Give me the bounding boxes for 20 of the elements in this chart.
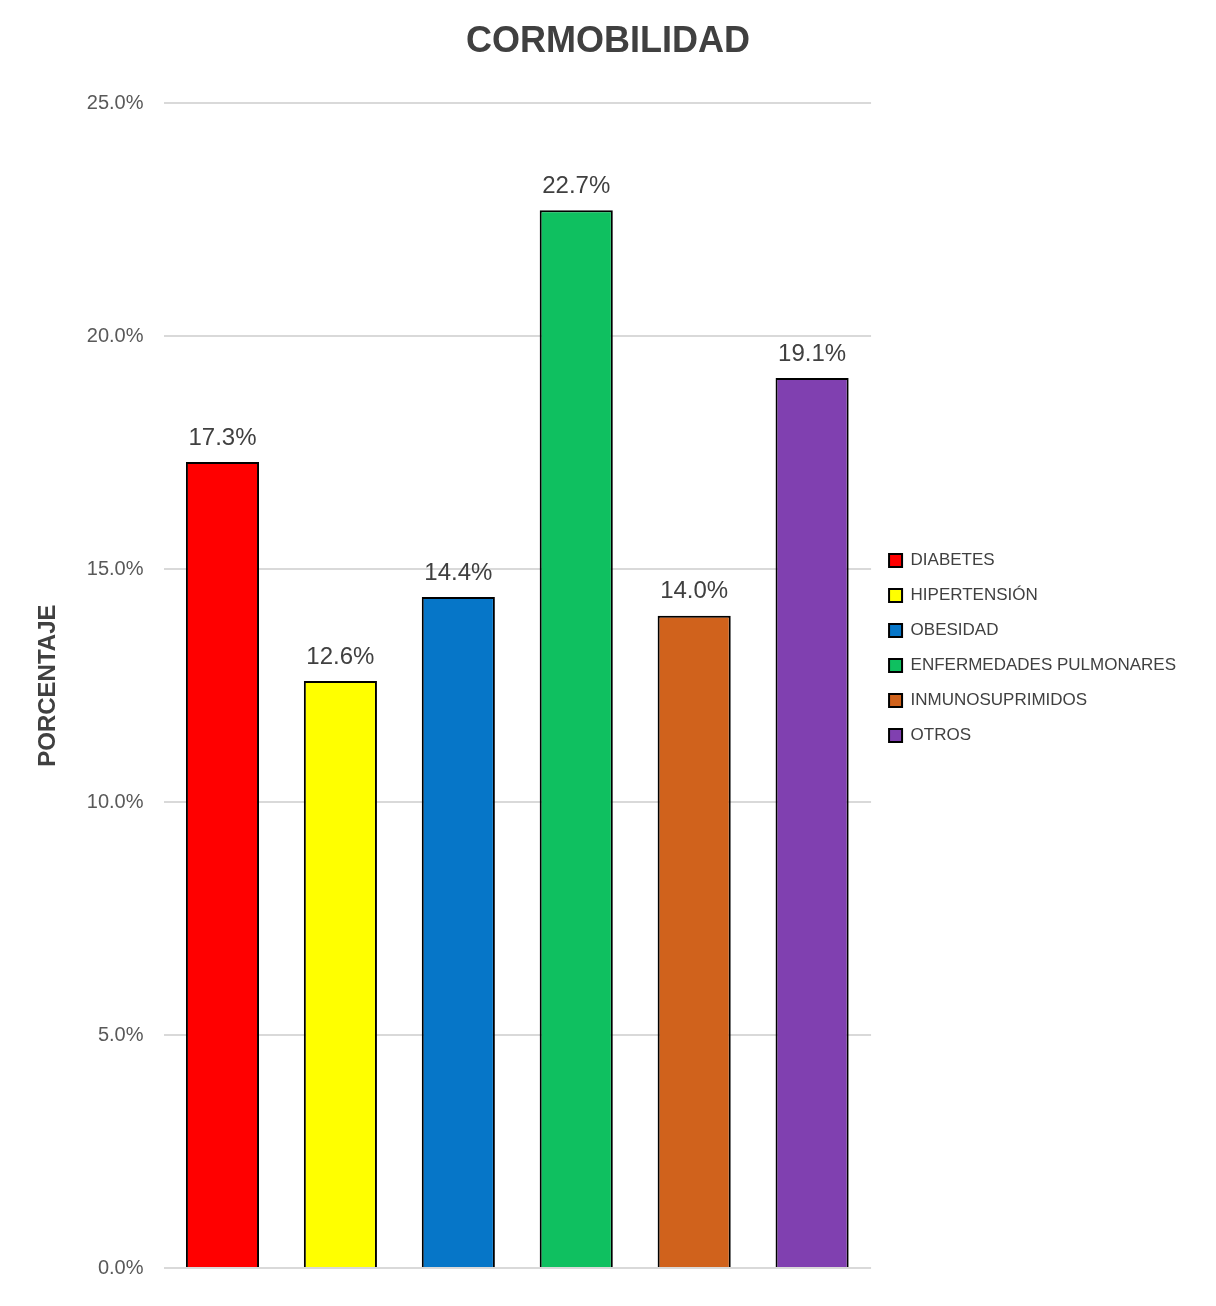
y-tick-label: 15.0% [86, 556, 144, 579]
y-axis-title: PORCENTAJE [33, 604, 61, 767]
chart-title: CORMOBILIDAD [466, 18, 750, 60]
legend-label: ENFERMEDADES PULMONARES [910, 655, 1176, 675]
data-label: 19.1% [778, 338, 847, 366]
data-label: 22.7% [542, 170, 611, 198]
legend-label: OTROS [910, 725, 972, 745]
data-label: 12.6% [306, 641, 375, 669]
y-tick-label: 0.0% [97, 1255, 144, 1278]
y-tick-label: 5.0% [97, 1022, 144, 1045]
y-tick-label: 10.0% [86, 789, 144, 812]
data-label: 14.4% [424, 557, 493, 585]
y-tick-label: 25.0% [86, 90, 144, 113]
data-label: 14.0% [660, 576, 729, 604]
legend-label: OBESIDAD [910, 620, 999, 640]
legend-label: HIPERTENSIÓN [910, 585, 1038, 605]
y-tick-label: 20.0% [86, 323, 144, 346]
legend-label: DIABETES [910, 550, 995, 570]
data-label: 17.3% [188, 422, 257, 450]
legend-label: INMUNOSUPRIMIDOS [910, 690, 1088, 710]
